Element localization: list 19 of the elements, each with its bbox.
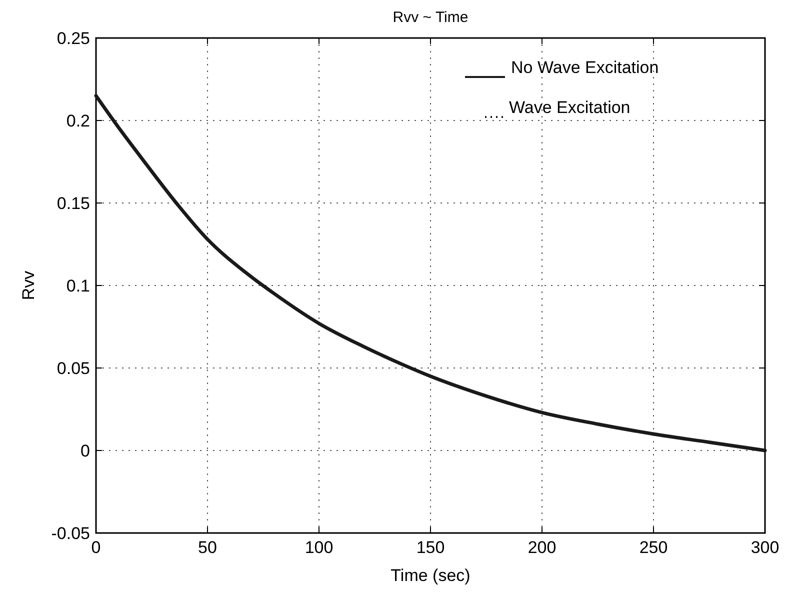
y-tick-label: 0.05 — [56, 359, 90, 378]
y-tick-label: 0 — [80, 442, 90, 460]
line-series — [94, 94, 767, 452]
x-tick-label: 100 — [304, 538, 334, 557]
chart-title: Rvv ~ Time — [392, 9, 468, 26]
y-tick-label: 0.25 — [56, 29, 90, 48]
legend-label: No Wave Excitation — [511, 58, 659, 77]
y-axis-title: Rvv — [19, 270, 38, 300]
x-tick-label: 50 — [198, 538, 217, 557]
y-tick-label: 0.1 — [66, 276, 90, 296]
x-axis-title: Time (sec) — [390, 566, 470, 585]
x-tick-label: 150 — [416, 538, 445, 557]
y-tick-label: -0.05 — [51, 524, 90, 543]
y-tick-label: 0.2 — [66, 112, 90, 130]
x-tick-label: 200 — [528, 538, 556, 557]
legend-label: Wave Excitation — [509, 98, 630, 117]
y-tick-label: 0.15 — [56, 194, 90, 213]
x-tick-label: 300 — [750, 538, 780, 557]
x-tick-label: 250 — [639, 538, 668, 557]
